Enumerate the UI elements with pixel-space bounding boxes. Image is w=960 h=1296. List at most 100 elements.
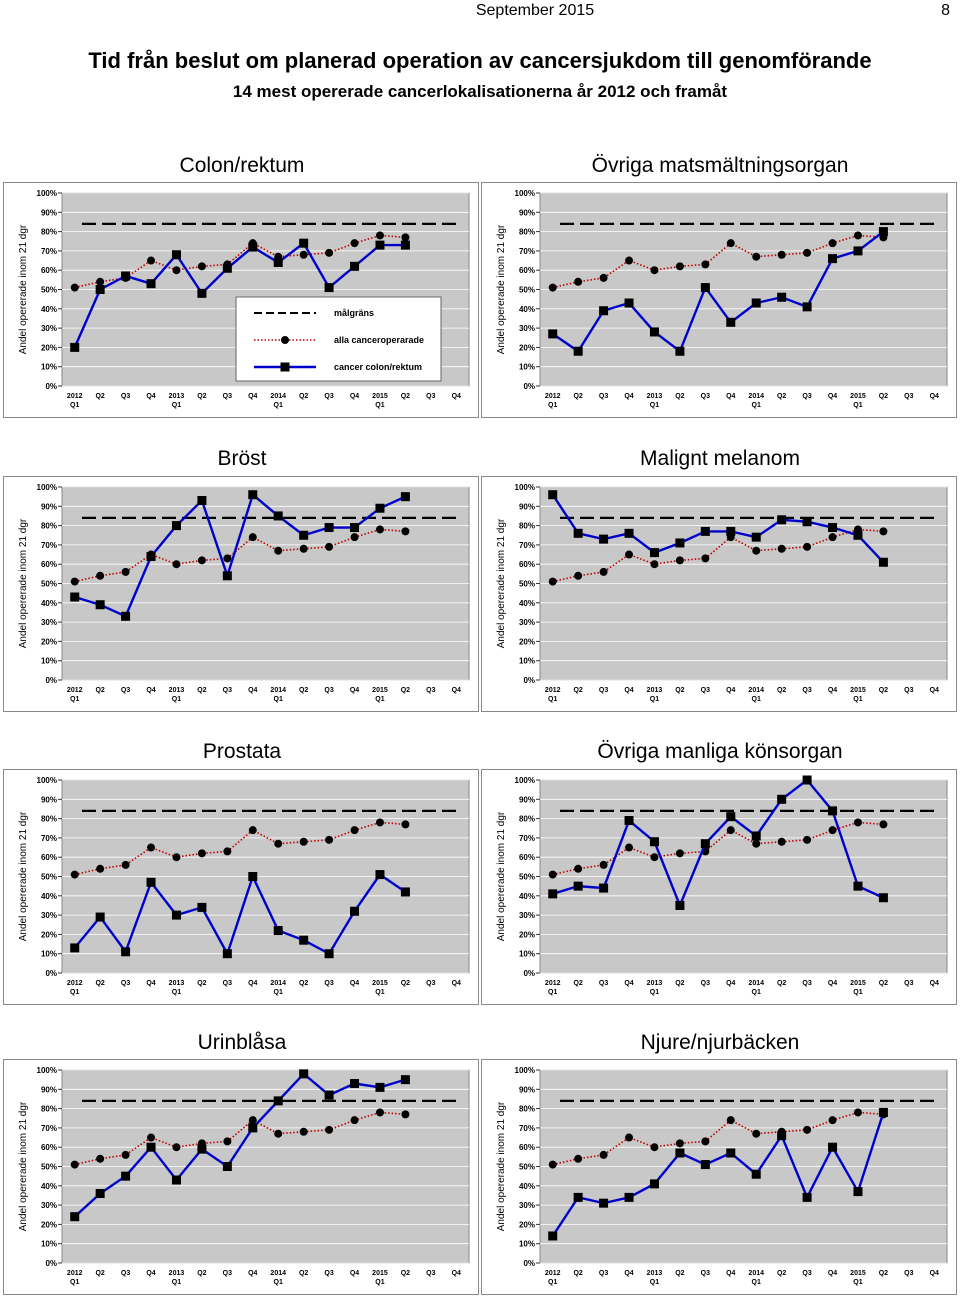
point — [223, 1137, 232, 1146]
point — [624, 1192, 634, 1202]
point — [273, 511, 283, 521]
point — [650, 853, 659, 862]
point — [401, 820, 410, 829]
y-tick-label: 60% — [519, 1143, 535, 1152]
point — [172, 560, 181, 569]
y-tick-label: 10% — [519, 363, 535, 372]
y-tick-label: 100% — [37, 189, 57, 198]
x-tick-label: Q3 — [802, 1270, 812, 1277]
x-tick-label: Q4 — [726, 980, 736, 987]
y-tick-label: 0% — [45, 676, 57, 685]
y-tick-label: 50% — [519, 873, 535, 882]
point — [675, 849, 684, 858]
point — [95, 912, 105, 922]
y-tick-label: 60% — [41, 1143, 57, 1152]
point — [802, 1192, 812, 1202]
x-tick-label: Q4 — [624, 393, 634, 400]
point — [222, 1162, 232, 1171]
y-tick-label: 60% — [41, 853, 57, 862]
point — [574, 1154, 583, 1163]
point — [802, 517, 812, 527]
y-tick-label: 70% — [519, 247, 535, 256]
x-tick-label: 2014 Q1 — [748, 687, 764, 703]
y-tick-label: 100% — [37, 776, 57, 785]
point — [574, 277, 583, 286]
y-tick-label: 50% — [519, 286, 535, 295]
x-tick-label: Q3 — [324, 393, 334, 400]
point — [121, 611, 131, 621]
point — [325, 542, 334, 551]
x-tick-label: Q3 — [120, 393, 131, 400]
x-tick-label: Q2 — [95, 980, 105, 987]
x-tick-label: Q4 — [349, 393, 360, 400]
point — [96, 571, 105, 580]
y-tick-label: 20% — [519, 637, 535, 646]
chart-panel: Andel opererade inom 21 dgr 0% 10% 20% 30% 40… — [3, 769, 479, 1005]
point — [802, 302, 812, 312]
y-tick-label: 30% — [519, 1201, 535, 1210]
legend-marker — [280, 362, 290, 372]
point — [548, 577, 557, 586]
point — [649, 1179, 659, 1189]
y-tick-label: 0% — [45, 969, 57, 978]
y-axis-label: Andel opererade inom 21 dgr — [496, 224, 507, 354]
point — [70, 870, 79, 879]
x-tick-label: Q2 — [197, 1270, 207, 1277]
x-tick-label: Q3 — [700, 393, 711, 400]
point — [299, 1069, 309, 1079]
point — [751, 831, 761, 841]
point — [777, 515, 787, 525]
point — [121, 860, 130, 869]
point — [197, 262, 206, 271]
point — [172, 266, 181, 275]
x-tick-label: Q4 — [624, 980, 634, 987]
point — [878, 557, 888, 567]
panel-title: Prostata — [202, 740, 282, 763]
title: Tid från beslut om planerad operation av… — [88, 48, 872, 73]
x-tick-label: Q4 — [146, 980, 156, 987]
x-tick-label: 2012 Q1 — [544, 393, 561, 409]
panel-title: Bröst — [217, 447, 267, 470]
x-tick-label: Q4 — [827, 980, 838, 987]
x-tick-label: Q2 — [400, 393, 411, 400]
x-tick-label: Q2 — [95, 393, 105, 400]
x-tick-label: Q3 — [120, 1270, 131, 1277]
point — [853, 881, 863, 891]
y-tick-label: 30% — [519, 911, 535, 920]
y-tick-label: 0% — [523, 969, 535, 978]
y-tick-label: 70% — [519, 541, 535, 550]
point — [172, 1143, 181, 1152]
y-tick-label: 60% — [41, 266, 57, 275]
x-tick-label: Q3 — [324, 687, 334, 694]
x-tick-label: Q3 — [700, 1270, 711, 1277]
chart-panel: Andel opererade inom 21 dgr 0% 10% 20% 30% 40… — [481, 476, 957, 712]
y-tick-label: 20% — [519, 343, 535, 352]
y-tick-label: 80% — [519, 522, 535, 531]
y-tick-label: 10% — [41, 1240, 57, 1249]
x-tick-label: Q3 — [426, 980, 436, 987]
chart-panel: Andel opererade inom 21 dgr 0% 10% 20% 30% 40… — [481, 1059, 957, 1295]
point — [95, 285, 105, 294]
y-tick-label: 80% — [519, 1105, 535, 1114]
y-tick-label: 10% — [41, 363, 57, 372]
point — [828, 1116, 837, 1125]
point — [625, 1133, 634, 1142]
x-tick-label: 2013 Q1 — [646, 980, 663, 996]
point — [299, 1127, 308, 1136]
point — [400, 887, 410, 897]
point — [121, 1171, 131, 1181]
point — [324, 949, 334, 959]
y-tick-label: 10% — [519, 950, 535, 959]
y-tick-label: 50% — [519, 580, 535, 589]
point — [325, 248, 334, 257]
y-tick-label: 30% — [41, 911, 57, 920]
point — [751, 298, 761, 308]
y-tick-label: 30% — [41, 324, 57, 333]
x-tick-label: Q2 — [776, 687, 787, 694]
point — [121, 271, 131, 281]
panel-title: Malignt melanom — [640, 447, 800, 470]
series-line — [552, 234, 884, 289]
x-tick-label: 2015 Q1 — [850, 1270, 866, 1286]
x-tick-label: Q3 — [802, 980, 812, 987]
point — [375, 503, 385, 513]
